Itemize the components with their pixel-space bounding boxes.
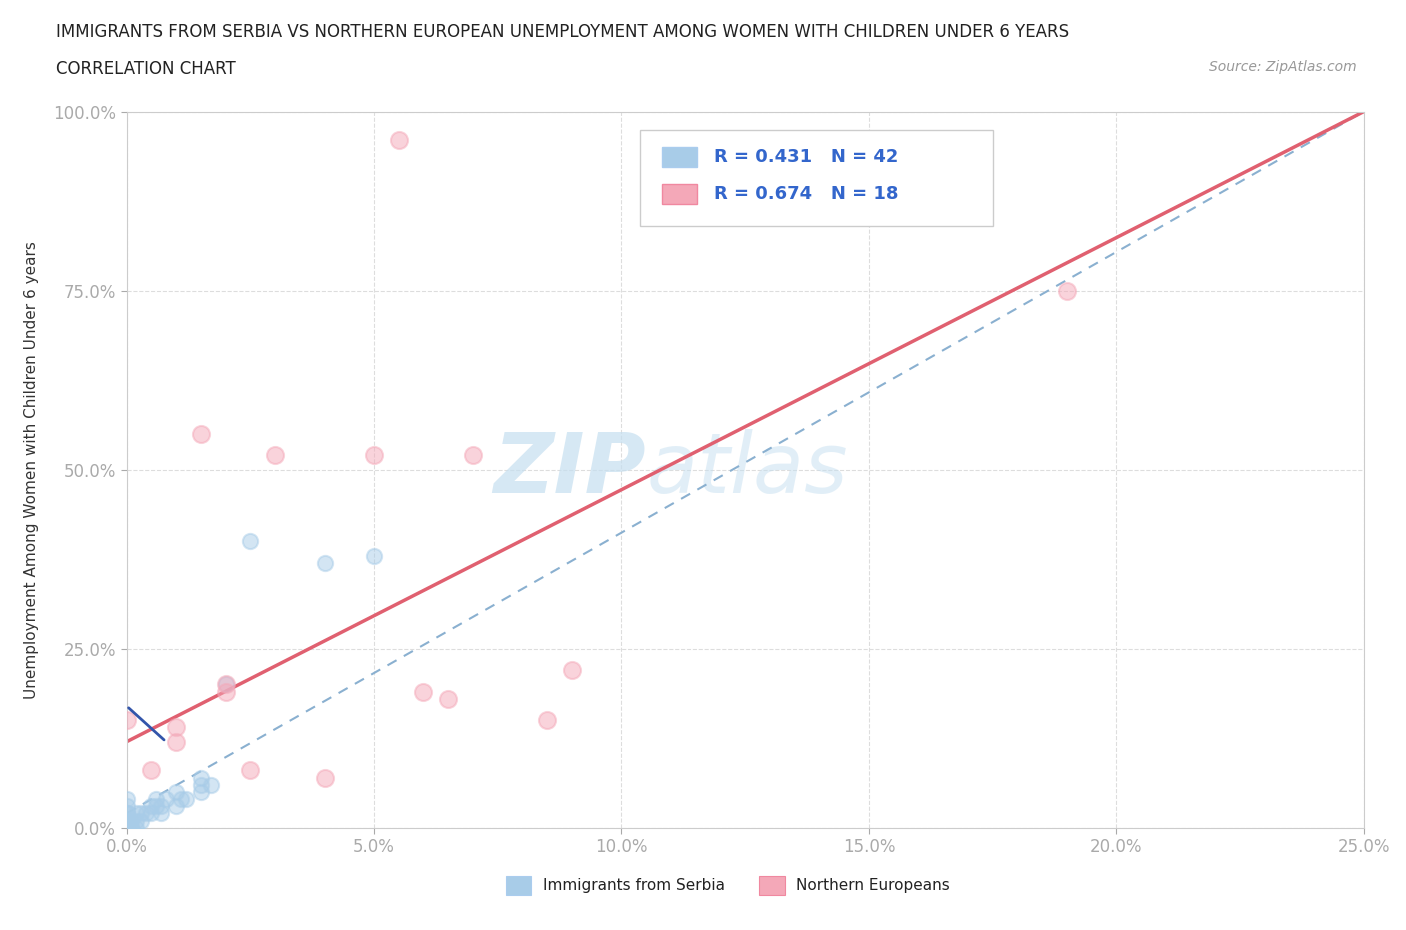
Point [165, 799, 187, 814]
Point [190, 770, 212, 785]
Point [115, 791, 138, 806]
Point [388, 133, 411, 148]
Point [115, 813, 138, 828]
Point [536, 712, 558, 727]
Point [125, 820, 148, 835]
Point [115, 820, 138, 835]
Point [145, 791, 167, 806]
Point [115, 813, 138, 828]
Point [121, 813, 143, 828]
Point [437, 691, 460, 706]
Text: Immigrants from Serbia: Immigrants from Serbia [543, 878, 724, 893]
Point [115, 820, 138, 835]
Point [115, 813, 138, 828]
Point [131, 813, 153, 828]
Point [115, 799, 138, 814]
Point [155, 791, 177, 806]
Bar [759, 876, 785, 895]
Point [165, 735, 187, 750]
Point [131, 806, 153, 821]
Point [141, 806, 163, 821]
Point [115, 820, 138, 835]
Point [150, 799, 173, 814]
Point [145, 799, 167, 814]
Point [115, 806, 138, 821]
Point [135, 806, 157, 821]
Point [214, 677, 236, 692]
Bar [506, 876, 531, 895]
Point [121, 820, 143, 835]
Point [165, 785, 187, 800]
Point [363, 448, 385, 463]
Point [561, 663, 583, 678]
Point [190, 777, 212, 792]
Point [239, 763, 262, 777]
Point [141, 799, 163, 814]
FancyBboxPatch shape [662, 147, 697, 166]
Point [115, 820, 138, 835]
FancyBboxPatch shape [640, 129, 993, 226]
Text: R = 0.431   N = 42: R = 0.431 N = 42 [714, 148, 898, 166]
Point [125, 813, 148, 828]
Text: Source: ZipAtlas.com: Source: ZipAtlas.com [1209, 60, 1357, 74]
Point [141, 763, 163, 777]
Point [115, 806, 138, 821]
Point [214, 677, 236, 692]
Text: Northern Europeans: Northern Europeans [796, 878, 949, 893]
Point [115, 712, 138, 727]
Point [200, 777, 222, 792]
Point [121, 820, 143, 835]
Point [165, 720, 187, 735]
Point [461, 448, 484, 463]
Point [190, 785, 212, 800]
Point [174, 791, 197, 806]
Text: CORRELATION CHART: CORRELATION CHART [56, 60, 236, 78]
Point [115, 820, 138, 835]
Y-axis label: Unemployment Among Women with Children Under 6 years: Unemployment Among Women with Children U… [24, 241, 39, 698]
Point [115, 820, 138, 835]
Text: atlas: atlas [647, 429, 848, 511]
Text: IMMIGRANTS FROM SERBIA VS NORTHERN EUROPEAN UNEMPLOYMENT AMONG WOMEN WITH CHILDR: IMMIGRANTS FROM SERBIA VS NORTHERN EUROP… [56, 23, 1070, 41]
Point [363, 548, 385, 563]
Point [214, 684, 236, 699]
Text: ZIP: ZIP [494, 429, 647, 511]
FancyBboxPatch shape [662, 184, 697, 204]
Point [314, 770, 336, 785]
Point [314, 555, 336, 570]
Text: R = 0.674   N = 18: R = 0.674 N = 18 [714, 185, 898, 203]
Point [190, 426, 212, 441]
Point [115, 820, 138, 835]
Point [150, 806, 173, 821]
Point [125, 806, 148, 821]
Point [239, 534, 262, 549]
Point [264, 448, 287, 463]
Point [1056, 284, 1078, 299]
Point [170, 791, 193, 806]
Point [412, 684, 434, 699]
